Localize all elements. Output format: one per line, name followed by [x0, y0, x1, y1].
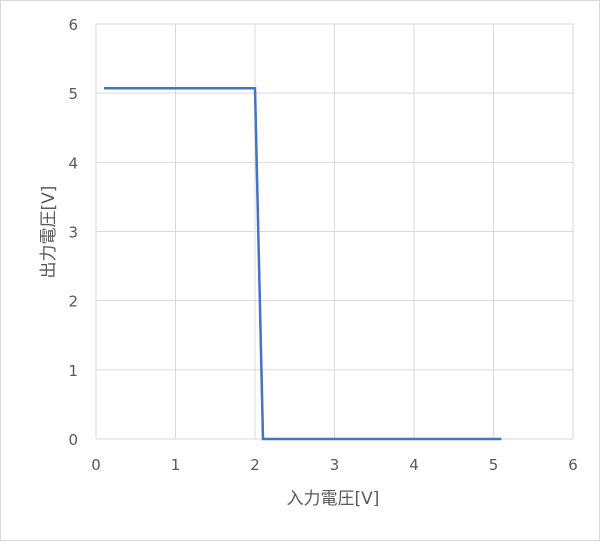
- x-tick-label: 5: [489, 456, 499, 474]
- x-tick-label: 3: [330, 456, 340, 474]
- y-tick-label: 0: [68, 431, 78, 449]
- y-tick-label: 1: [68, 362, 78, 380]
- y-tick-label: 2: [68, 293, 78, 311]
- series-layer: [104, 87, 502, 441]
- x-tick-label: 0: [91, 456, 101, 474]
- series-line: [104, 87, 502, 441]
- x-tick-labels: 0 1 2 3 4 5 6: [91, 456, 578, 474]
- y-tick-label: 4: [68, 154, 78, 172]
- y-tick-label: 5: [68, 85, 78, 103]
- y-tick-label: 6: [68, 16, 78, 34]
- y-tick-labels: 0 1 2 3 4 5 6: [68, 16, 78, 449]
- grid-lines: [95, 23, 574, 440]
- x-tick-label: 6: [568, 456, 578, 474]
- x-axis-title: 入力電圧[V]: [287, 489, 380, 509]
- x-tick-label: 4: [409, 456, 419, 474]
- y-tick-label: 3: [68, 224, 78, 242]
- x-tick-label: 2: [250, 456, 260, 474]
- y-axis-title: 出力電圧[V]: [39, 186, 59, 279]
- x-tick-label: 1: [171, 456, 181, 474]
